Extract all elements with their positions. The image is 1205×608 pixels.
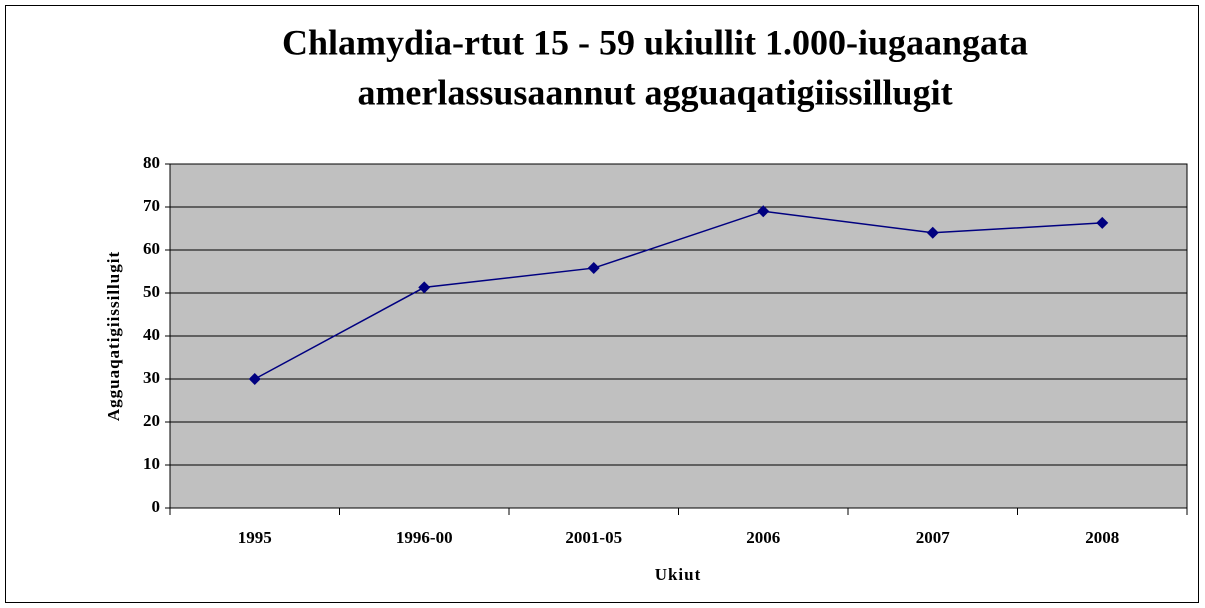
- x-tick-label: 1995: [238, 528, 272, 547]
- data-line: [254, 210, 1103, 380]
- data-point: [757, 205, 770, 218]
- y-tick-label: 70: [143, 196, 160, 215]
- data-point: [587, 262, 600, 275]
- data-point: [1096, 216, 1109, 229]
- y-tick-label: 80: [143, 153, 160, 172]
- y-tick-label: 10: [143, 454, 160, 473]
- data-point: [418, 281, 431, 294]
- y-tick-label: 20: [143, 411, 160, 430]
- y-axis-label: Agguaqatigiissillugit: [104, 251, 123, 421]
- x-tick-label: 2007: [916, 528, 951, 547]
- y-tick-label: 30: [143, 368, 160, 387]
- x-tick-label: 1996-00: [396, 528, 453, 547]
- data-point: [248, 373, 261, 385]
- y-tick-label: 60: [143, 239, 160, 258]
- y-tick-label: 50: [143, 282, 160, 301]
- chart-title: amerlassusaannut agguaqatigiissillugit: [357, 72, 952, 112]
- data-point: [926, 226, 939, 239]
- chart-title: Chlamydia-rtut 15 - 59 ukiullit 1.000-iu…: [282, 22, 1028, 62]
- x-axis-label: Ukiut: [655, 565, 702, 584]
- y-tick-label: 40: [143, 325, 160, 344]
- x-tick-label: 2006: [746, 528, 780, 547]
- x-tick-label: 2008: [1085, 528, 1119, 547]
- y-tick-label: 0: [152, 497, 161, 516]
- x-tick-label: 2001-05: [565, 528, 622, 547]
